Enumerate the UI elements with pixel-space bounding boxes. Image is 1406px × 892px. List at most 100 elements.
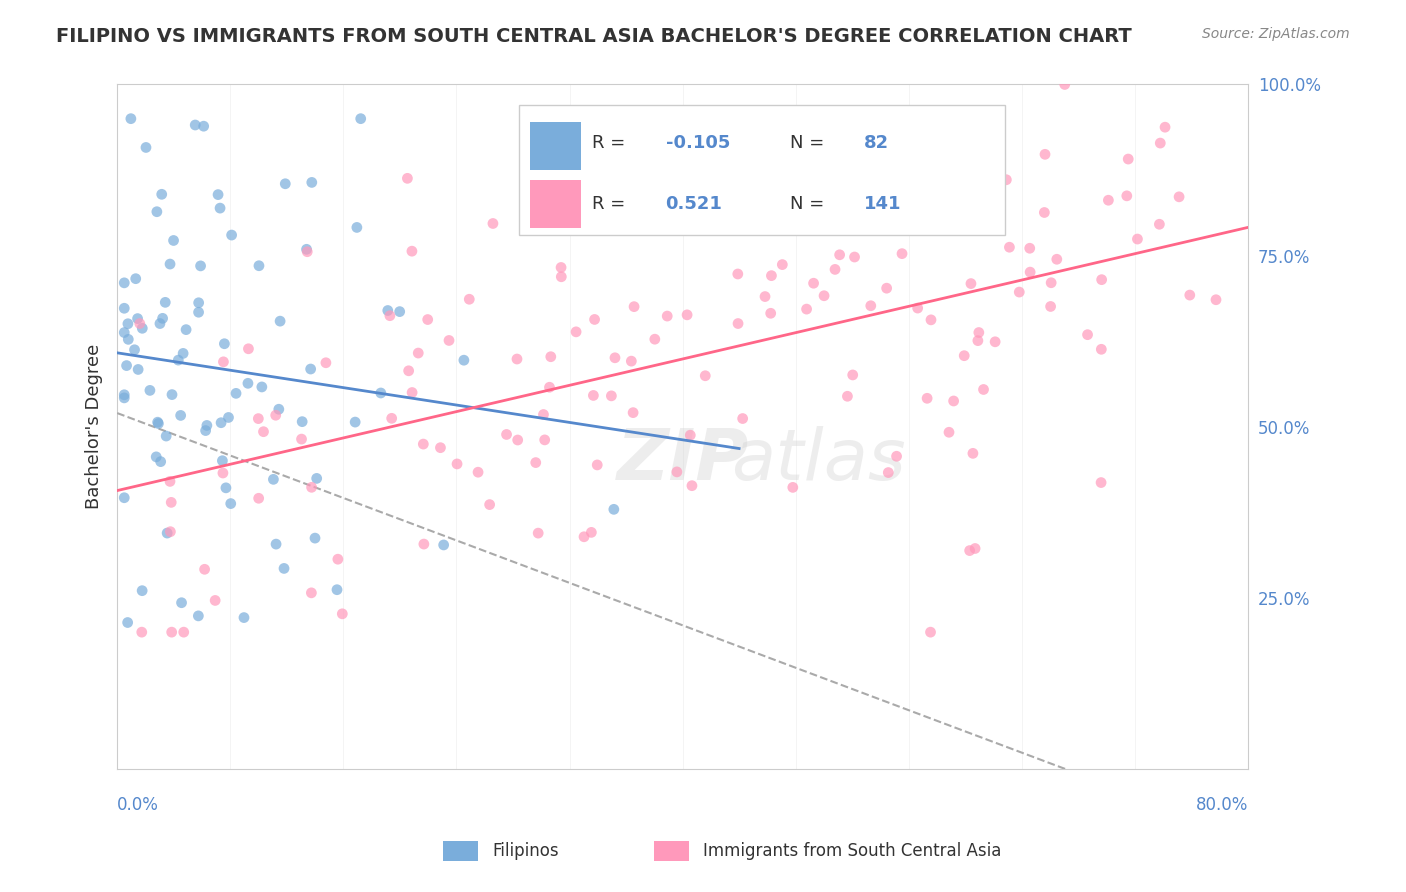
Point — [770, 258, 793, 272]
Point — [269, 314, 291, 328]
Point — [877, 466, 900, 480]
Point — [162, 234, 184, 248]
Point — [207, 187, 229, 202]
Point — [301, 480, 323, 494]
Point — [167, 353, 190, 368]
Point — [1046, 252, 1069, 267]
Point — [998, 240, 1021, 254]
Point — [891, 246, 914, 260]
Point — [315, 356, 337, 370]
Point — [695, 368, 717, 383]
Point — [813, 289, 835, 303]
Point — [156, 526, 179, 541]
Point — [965, 541, 987, 556]
Point — [782, 480, 804, 494]
Point — [907, 301, 929, 315]
Point — [903, 202, 925, 216]
Text: Immigrants from South Central Asia: Immigrants from South Central Asia — [703, 842, 1001, 860]
Point — [837, 389, 859, 403]
Point — [159, 524, 181, 539]
Point — [160, 387, 183, 401]
Point — [290, 432, 312, 446]
Point — [538, 380, 561, 394]
Point — [193, 119, 215, 133]
Point — [803, 277, 825, 291]
Point — [146, 415, 169, 429]
Point — [304, 531, 326, 545]
Point — [960, 277, 983, 291]
Point — [1115, 189, 1137, 203]
Text: N =: N = — [790, 195, 830, 213]
Point — [416, 312, 439, 326]
Point — [446, 457, 468, 471]
Point — [1149, 136, 1171, 150]
Point — [219, 497, 242, 511]
Point — [159, 475, 181, 489]
Point — [305, 471, 328, 485]
Point — [184, 118, 207, 132]
Point — [838, 204, 860, 219]
Point — [221, 228, 243, 243]
Point — [437, 334, 460, 348]
Point — [478, 498, 501, 512]
Point — [209, 201, 232, 215]
Text: -0.105: -0.105 — [665, 134, 730, 152]
Point — [572, 530, 595, 544]
Point — [1149, 217, 1171, 231]
Point — [727, 317, 749, 331]
Point — [759, 306, 782, 320]
Point — [291, 415, 314, 429]
Point — [330, 607, 353, 621]
Point — [1091, 273, 1114, 287]
Point — [1033, 147, 1056, 161]
Point — [679, 428, 702, 442]
Point — [1040, 276, 1063, 290]
Point — [1154, 120, 1177, 135]
Point — [117, 615, 139, 630]
Point — [344, 415, 367, 429]
Text: R =: R = — [592, 195, 631, 213]
Point — [112, 301, 135, 316]
Point — [396, 171, 419, 186]
Text: Filipinos: Filipinos — [492, 842, 558, 860]
Point — [973, 383, 995, 397]
Point — [149, 455, 172, 469]
Point — [209, 416, 232, 430]
Point — [112, 326, 135, 340]
Point — [120, 112, 142, 126]
Point — [583, 312, 606, 326]
Point — [540, 350, 562, 364]
Point — [841, 368, 863, 382]
Point — [876, 281, 898, 295]
Point — [135, 140, 157, 154]
Text: atlas: atlas — [731, 426, 905, 495]
Point — [467, 465, 489, 479]
Point — [623, 300, 645, 314]
Text: Source: ZipAtlas.com: Source: ZipAtlas.com — [1202, 27, 1350, 41]
Text: N =: N = — [790, 134, 830, 152]
Point — [401, 385, 423, 400]
Point — [962, 446, 984, 460]
Point — [828, 248, 851, 262]
Point — [117, 332, 139, 346]
Point — [453, 353, 475, 368]
Point — [190, 259, 212, 273]
Point — [247, 411, 270, 425]
Point — [370, 386, 392, 401]
Point — [218, 410, 240, 425]
Point — [262, 472, 284, 486]
Point — [967, 326, 990, 340]
Point — [942, 394, 965, 409]
Point — [1205, 293, 1227, 307]
Point — [1018, 241, 1040, 255]
Point — [131, 583, 153, 598]
Point — [215, 481, 238, 495]
Point — [406, 346, 429, 360]
Point — [247, 259, 270, 273]
Point — [152, 311, 174, 326]
Point — [953, 349, 976, 363]
Point — [1033, 205, 1056, 219]
Point — [433, 538, 456, 552]
Text: 141: 141 — [863, 195, 901, 213]
Point — [112, 391, 135, 405]
